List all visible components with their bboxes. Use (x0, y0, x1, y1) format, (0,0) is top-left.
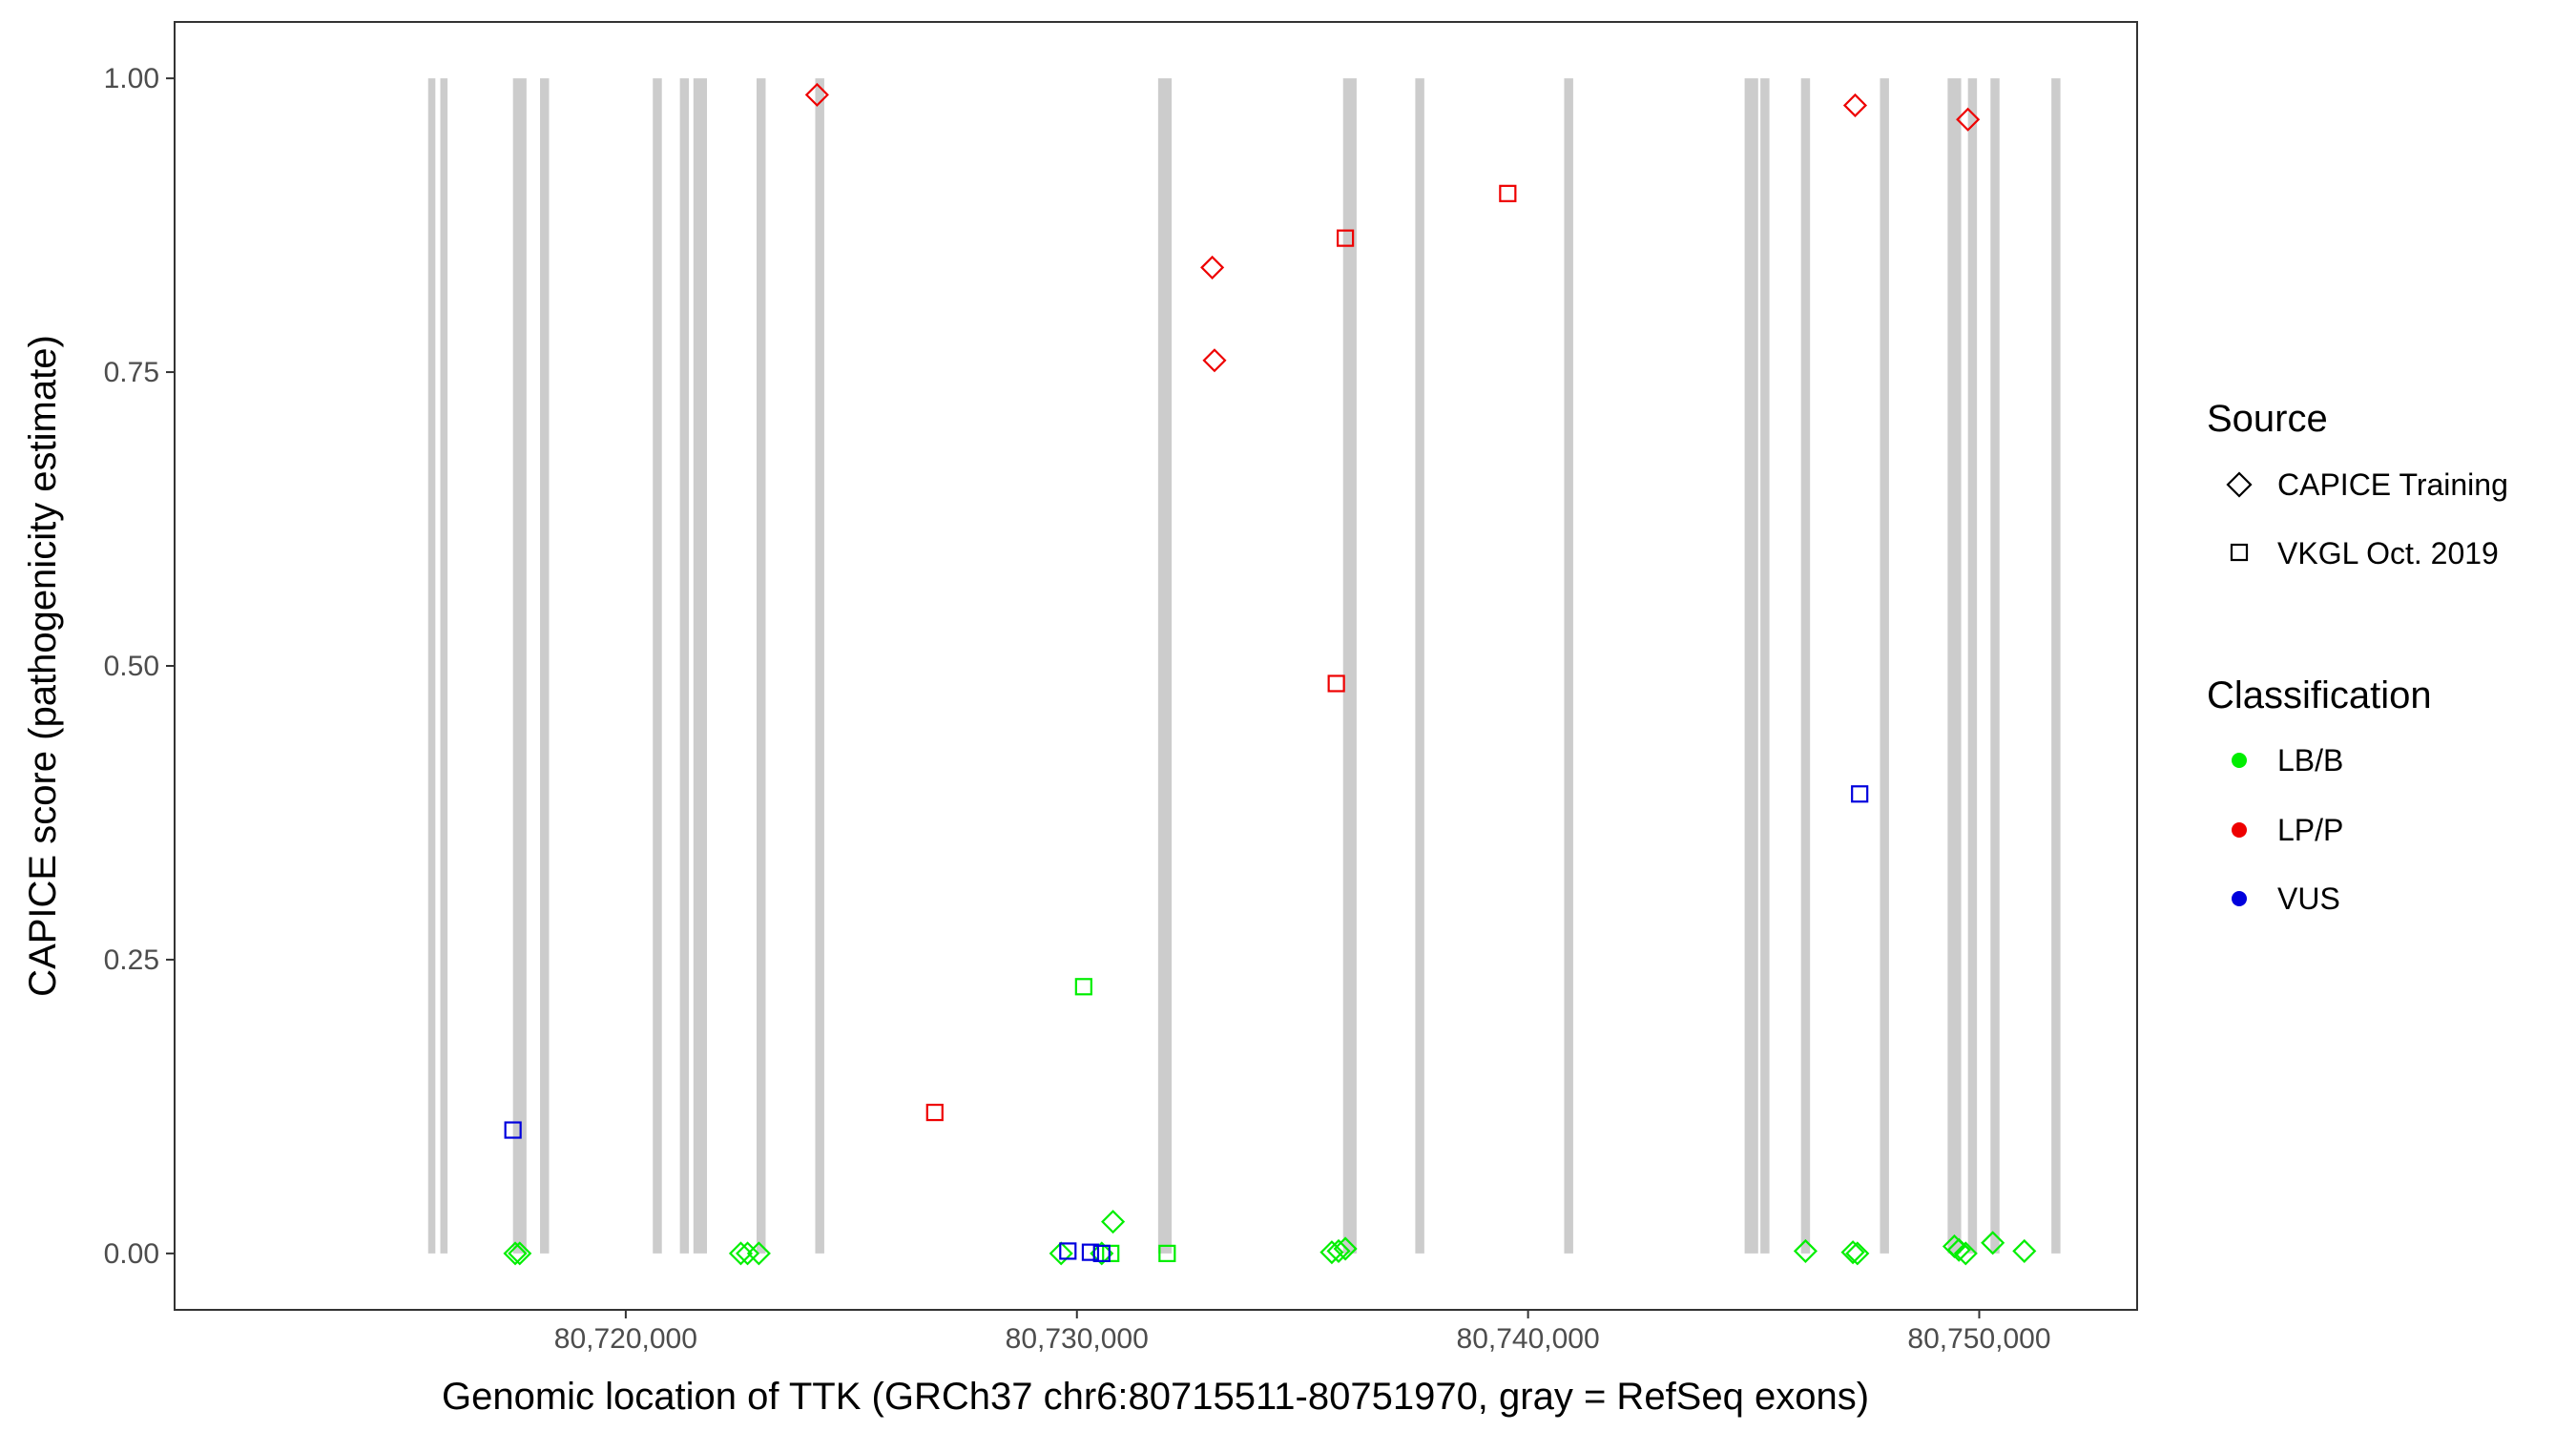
x-tick-label: 80,740,000 (1457, 1323, 1600, 1355)
legend-item-lbb: LB/B (2232, 743, 2343, 778)
y-tick-label: 0.25 (104, 944, 159, 976)
point-layer (503, 82, 2037, 1266)
data-point-diamond (746, 1241, 771, 1266)
data-point-square (1074, 978, 1092, 996)
legend-label-lbb: LB/B (2277, 743, 2343, 778)
data-point-diamond (804, 82, 829, 107)
data-point-diamond (728, 1241, 754, 1266)
exon-band (1880, 78, 1889, 1254)
plot-panel (175, 22, 2137, 1310)
exon-band (815, 78, 824, 1254)
y-axis: 0.00 0.25 0.50 0.75 1.00 (104, 63, 175, 1270)
legend-item-capice-training: CAPICE Training (2226, 467, 2508, 502)
legend-key-square (2230, 543, 2249, 562)
data-point-diamond (1981, 1231, 2005, 1255)
data-point-diamond (735, 1241, 760, 1266)
y-tick-label: 0.50 (104, 651, 159, 682)
data-point-diamond (503, 1241, 528, 1266)
x-tick-label: 80,720,000 (554, 1323, 697, 1355)
data-point-square (925, 1103, 944, 1122)
data-point-diamond (1101, 1210, 1126, 1234)
legend-title-classification: Classification (2207, 674, 2432, 716)
data-point-diamond (1946, 1237, 1971, 1262)
data-point-square (504, 1121, 522, 1139)
y-tick-label: 0.00 (104, 1238, 159, 1270)
y-axis-title: CAPICE score (pathogenicity estimate) (22, 335, 64, 997)
data-point-square (1081, 1243, 1100, 1261)
data-point-diamond (1333, 1236, 1358, 1261)
exon-band (1415, 78, 1424, 1254)
data-point-square (1499, 184, 1517, 202)
x-tick-label: 80,730,000 (1006, 1323, 1149, 1355)
data-point-diamond (1793, 1238, 1818, 1263)
x-axis: 80,720,000 80,730,000 80,740,000 80,750,000 (554, 1310, 2051, 1355)
x-tick-label: 80,750,000 (1907, 1323, 2050, 1355)
exon-layer (427, 78, 2061, 1254)
exon-band (427, 78, 436, 1254)
exon-band (1342, 78, 1357, 1254)
exon-band (1760, 78, 1770, 1254)
exon-band (1947, 78, 1962, 1254)
data-point-diamond (508, 1241, 532, 1266)
legend-label-vkgl: VKGL Oct. 2019 (2277, 536, 2499, 570)
exon-band (2051, 78, 2061, 1254)
exon-band (679, 78, 690, 1254)
x-axis-title: Genomic location of TTK (GRCh37 chr6:807… (442, 1376, 1869, 1418)
data-point-square (1158, 1244, 1176, 1262)
y-tick-label: 0.75 (104, 357, 159, 388)
legend-title-source: Source (2207, 398, 2328, 440)
exon-band (512, 78, 527, 1254)
data-point-diamond (1049, 1241, 1073, 1266)
legend-key-vus (2232, 891, 2247, 906)
exon-band (653, 78, 662, 1254)
data-point-diamond (2012, 1238, 2037, 1263)
exon-band (757, 78, 766, 1254)
data-point-diamond (1956, 107, 1981, 132)
exon-band (440, 78, 448, 1254)
data-point-diamond (1319, 1240, 1344, 1265)
exon-band (1157, 78, 1173, 1254)
data-point-diamond (1840, 1240, 1865, 1265)
y-tick-label: 1.00 (104, 63, 159, 94)
data-point-square (1337, 229, 1355, 247)
data-point-square (1102, 1244, 1120, 1262)
exon-band (1967, 78, 1978, 1254)
data-point-diamond (1845, 1241, 1870, 1266)
exon-band (693, 78, 707, 1254)
data-point-square (1059, 1242, 1077, 1260)
data-point-diamond (1326, 1238, 1351, 1263)
legend-label-lpp: LP/P (2277, 813, 2343, 847)
data-point-square (1851, 785, 1869, 803)
exon-band (1990, 78, 2000, 1254)
legend-item-vus: VUS (2232, 881, 2340, 916)
legend-label-vus: VUS (2277, 881, 2340, 916)
legend-item-vkgl: VKGL Oct. 2019 (2230, 536, 2499, 570)
legend: Source CAPICE Training VKGL Oct. 2019 Cl… (2207, 398, 2508, 916)
data-point-diamond (1842, 93, 1868, 118)
exon-band (1800, 78, 1811, 1254)
data-point-square (1327, 674, 1345, 693)
data-point-diamond (1202, 348, 1227, 373)
exon-band (1744, 78, 1758, 1254)
data-point-diamond (1200, 255, 1225, 280)
data-point-square (1092, 1244, 1111, 1262)
legend-item-lpp: LP/P (2232, 813, 2343, 847)
legend-key-diamond (2226, 471, 2253, 498)
legend-key-lpp (2232, 822, 2247, 838)
data-point-diamond (1953, 1241, 1978, 1266)
exon-band (1564, 78, 1573, 1254)
legend-label-capice-training: CAPICE Training (2277, 467, 2508, 502)
exon-band (540, 78, 550, 1254)
legend-key-lbb (2232, 753, 2247, 768)
